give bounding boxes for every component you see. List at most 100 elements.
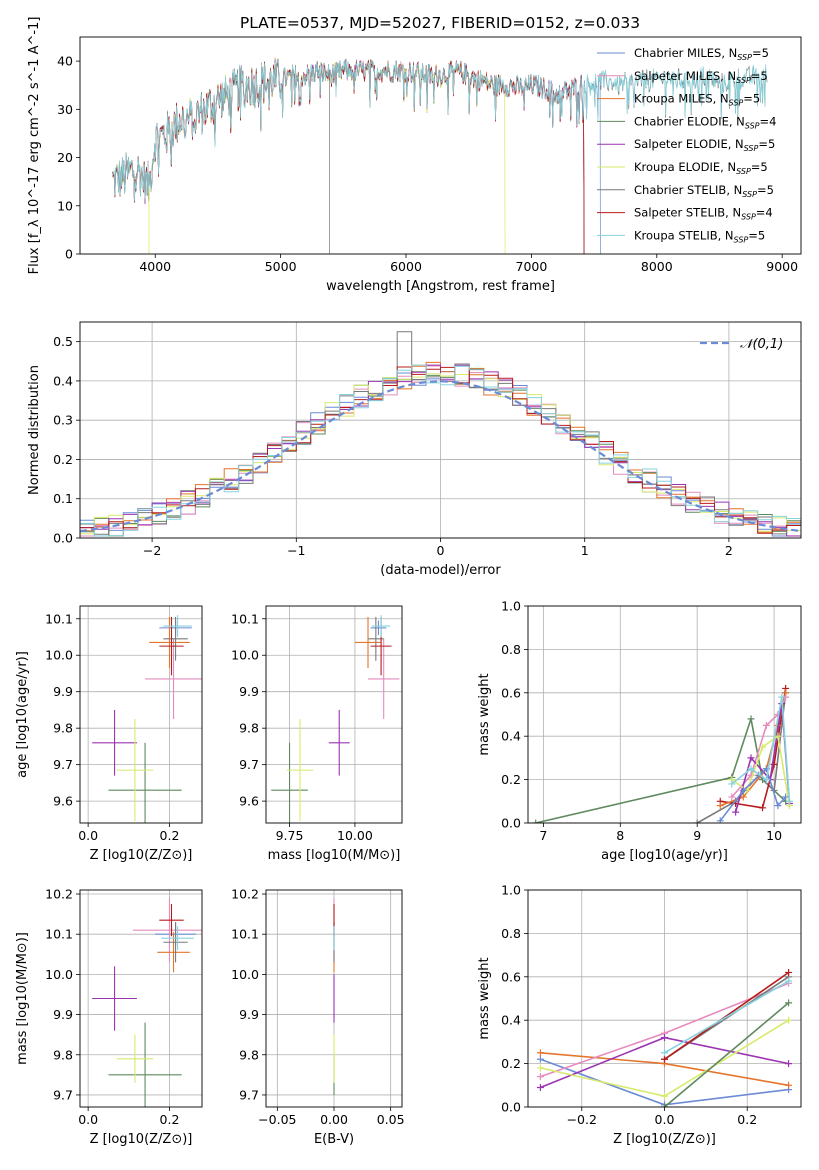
legend-label: Chabrier MILES, NSSP=5 xyxy=(634,46,769,62)
weight-marker-kroupa-stelib xyxy=(785,797,793,805)
weight-line-salpeter-stelib xyxy=(664,971,790,1060)
y-tick-label: 9.9 xyxy=(239,1007,259,1022)
legend-label: Kroupa STELIB, NSSP=5 xyxy=(634,228,765,244)
weight-marker-salpeter-stelib xyxy=(759,804,767,812)
figure-title: PLATE=0537, MJD=52027, FIBERID=0152, z=0… xyxy=(240,14,640,32)
y-tick-label: 9.8 xyxy=(53,1047,73,1062)
y-tick-label: 9.8 xyxy=(239,1047,259,1062)
weight-marker-kroupa-stelib xyxy=(762,776,770,784)
legend-label: Kroupa ELODIE, NSSP=5 xyxy=(634,160,768,176)
panel-age-vs-mass: 9.75 10.00 9.6 9.7 9.8 9.9 10.0 10.1 mass [log10… xyxy=(231,605,403,863)
normal-curve xyxy=(80,380,801,533)
panel-weight-vs-Z: −0.2 0.0 0.2 0.0 0.2 0.4 0.6 0.8 1.0 Z [log10(Z/Z… xyxy=(477,883,802,1147)
x-tick-label: 0 xyxy=(437,543,445,558)
y-axis-label: mass weight xyxy=(477,957,492,1039)
y-tick-label: 9.7 xyxy=(53,757,73,772)
y-axis-label: Normed distribution xyxy=(27,365,42,495)
weight-marker-salpeter-stelib xyxy=(785,968,793,976)
y-tick-label: 0.2 xyxy=(501,772,521,787)
weight-line-kroupa-stelib xyxy=(664,980,790,1054)
panel-weight-vs-age: 7 8 9 10 0.0 0.2 0.4 0.6 0.8 1.0 age [log10(age/yr… xyxy=(477,599,802,863)
panel-mass-vs-Z: 0.0 0.2 9.7 9.8 9.9 10.0 10.1 10.2 Z [log10(Z/Z⊙… xyxy=(15,887,203,1147)
weight-line-chabrier-stelib xyxy=(696,692,787,823)
x-tick-label: 0.05 xyxy=(377,1112,405,1127)
x-tick-label: 0.0 xyxy=(655,1112,675,1127)
plot-area xyxy=(112,57,768,254)
y-tick-label: 10.1 xyxy=(45,611,73,626)
y-tick-label: 40 xyxy=(57,54,73,69)
y-tick-label: 9.7 xyxy=(53,1087,73,1102)
hist-kroupa-stelib xyxy=(80,364,801,538)
x-tick-label: −1 xyxy=(287,543,305,558)
x-axis-label: mass [log10(M/M⊙)] xyxy=(268,848,401,863)
legend-label: Chabrier STELIB, NSSP=5 xyxy=(634,183,774,199)
y-tick-label: 9.7 xyxy=(239,757,259,772)
weight-marker-chabrier-miles xyxy=(716,817,724,823)
x-tick-label: −0.05 xyxy=(258,1112,296,1127)
y-tick-label: 30 xyxy=(57,102,73,117)
y-tick-label: 10.1 xyxy=(231,611,259,626)
x-tick-label: 1 xyxy=(581,543,589,558)
y-tick-label: 9.9 xyxy=(53,1007,73,1022)
y-axis-label: mass weight xyxy=(477,673,492,755)
y-tick-label: 20 xyxy=(57,150,73,165)
y-tick-label: 10.1 xyxy=(231,927,259,942)
weight-marker-kroupa-elodie xyxy=(661,1092,668,1100)
axes-frame xyxy=(265,605,403,824)
weight-marker-salpeter-elodie xyxy=(785,1060,793,1068)
y-tick-label: 0.5 xyxy=(53,334,73,349)
axes-frame xyxy=(79,605,203,824)
legend-label: Salpeter ELODIE, NSSP=5 xyxy=(634,137,775,153)
y-tick-label: 9.6 xyxy=(239,794,259,809)
y-tick-label: 10 xyxy=(57,198,73,213)
y-tick-label: 9.7 xyxy=(239,1087,259,1102)
weight-marker-chabrier-miles xyxy=(739,786,747,794)
y-tick-label: 0.8 xyxy=(501,926,521,941)
y-tick-label: 10.0 xyxy=(45,648,73,663)
x-tick-label: 0.2 xyxy=(160,828,180,843)
weight-line-chabrier-elodie xyxy=(663,1002,790,1107)
y-tick-label: 0.0 xyxy=(53,531,73,546)
x-tick-label: 0.0 xyxy=(78,828,98,843)
x-tick-label: 8 xyxy=(616,828,624,843)
plot-area xyxy=(532,684,793,823)
y-tick-label: 1.0 xyxy=(501,599,521,614)
x-tick-label: 9000 xyxy=(766,259,798,274)
y-tick-label: 0.4 xyxy=(501,1013,521,1028)
y-axis-label: Flux [f_λ 10^-17 erg cm^-2 s^-1 A^-1] xyxy=(27,17,42,275)
y-tick-label: 0.2 xyxy=(501,1056,521,1071)
y-tick-label: 10.0 xyxy=(231,648,259,663)
weight-marker-chabrier-elodie xyxy=(785,999,793,1007)
weight-marker-kroupa-miles xyxy=(739,793,747,801)
y-tick-label: 10.1 xyxy=(45,927,73,942)
weight-marker-chabrier-miles xyxy=(774,802,782,810)
y-tick-label: 0.0 xyxy=(501,816,521,831)
x-axis-label: age [log10(age/yr)] xyxy=(601,848,728,863)
y-tick-label: 0.1 xyxy=(53,491,73,506)
y-tick-label: 10.0 xyxy=(45,967,73,982)
weight-marker-kroupa-stelib xyxy=(747,765,755,773)
spectrum-kroupa-stelib xyxy=(112,58,768,202)
y-tick-label: 10.0 xyxy=(231,967,259,982)
x-tick-label: 0.0 xyxy=(78,1112,98,1127)
x-tick-label: 5000 xyxy=(265,259,297,274)
y-axis-label: age [log10(age/yr)] xyxy=(15,651,30,778)
weight-marker-kroupa-elodie xyxy=(774,732,782,740)
y-tick-label: 0.4 xyxy=(501,729,521,744)
legend-label: 𝒩(0,1) xyxy=(740,337,783,352)
axes-frame xyxy=(527,889,802,1108)
weight-marker-salpeter-miles xyxy=(762,721,770,729)
weight-marker-chabrier-miles xyxy=(536,1055,544,1063)
x-tick-label: 2 xyxy=(725,543,733,558)
y-tick-label: 9.9 xyxy=(239,684,259,699)
x-tick-label: 0.2 xyxy=(737,1112,757,1127)
x-tick-label: 6000 xyxy=(390,259,422,274)
weight-marker-kroupa-stelib xyxy=(785,977,793,985)
x-tick-label: 10.00 xyxy=(337,828,373,843)
weight-marker-salpeter-miles xyxy=(536,1073,544,1081)
x-tick-label: 8000 xyxy=(641,259,673,274)
weight-marker-chabrier-stelib xyxy=(693,819,701,823)
y-tick-label: 0.3 xyxy=(53,413,73,428)
y-tick-label: 0.6 xyxy=(501,685,521,700)
legend-label: Chabrier ELODIE, NSSP=4 xyxy=(634,114,776,130)
